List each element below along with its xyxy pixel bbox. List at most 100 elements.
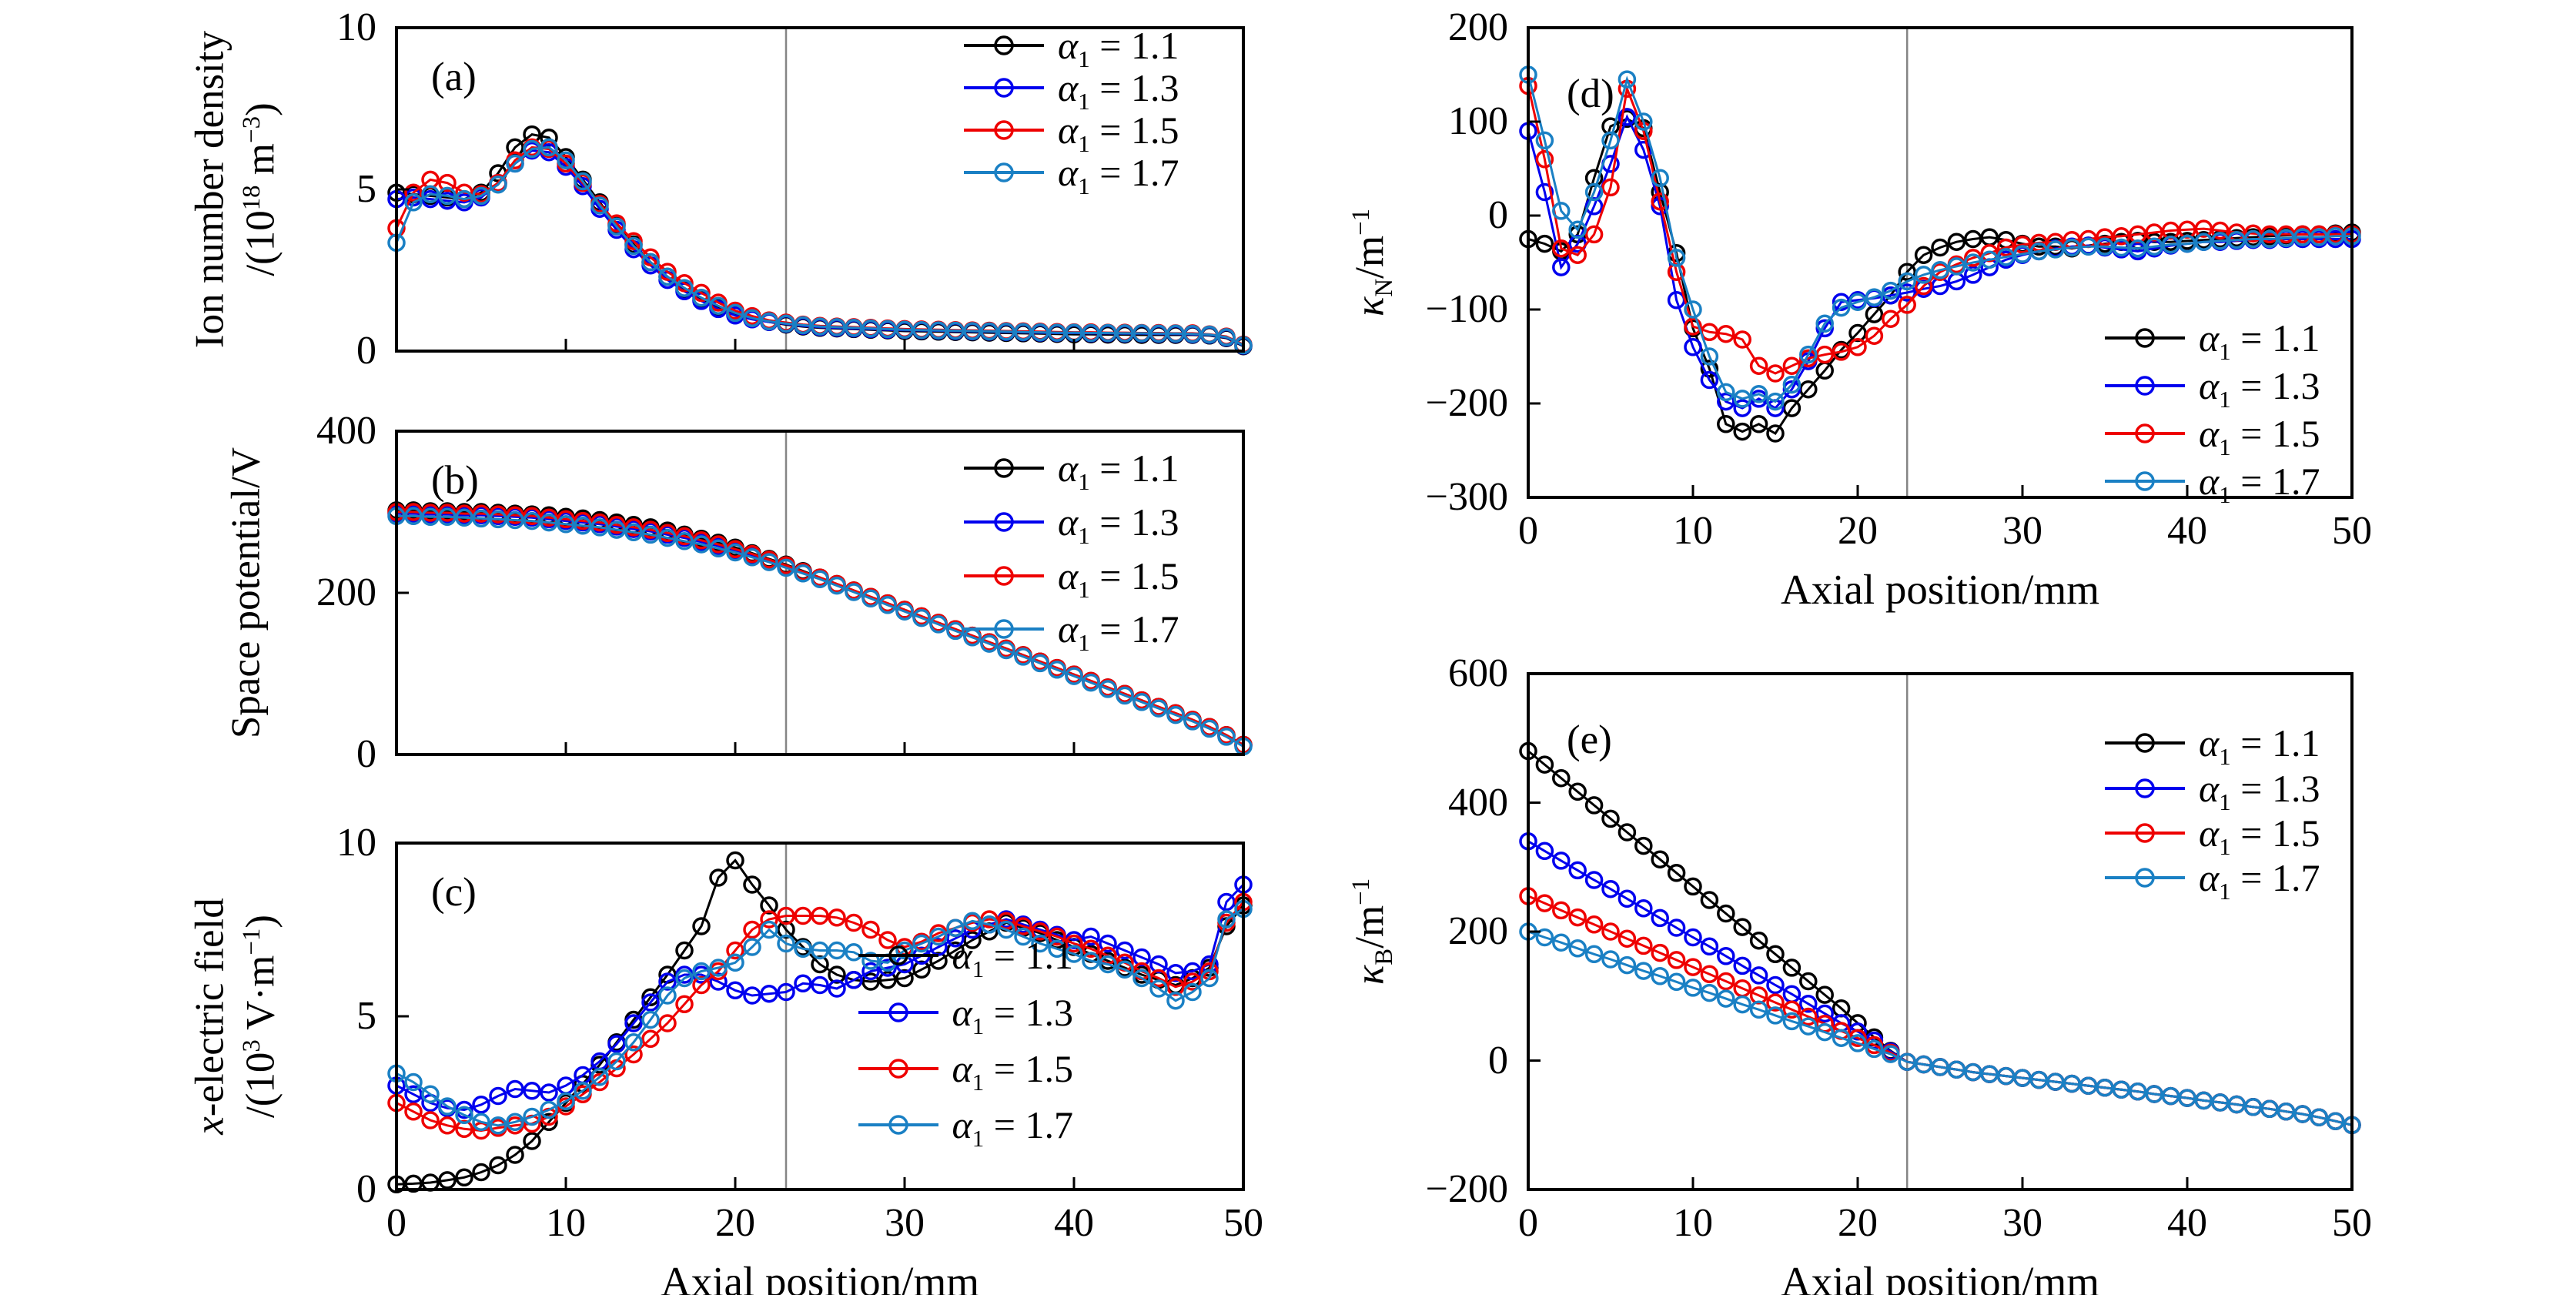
- xtick-label-c: 40: [1054, 1201, 1094, 1245]
- legend-marker-a17: [858, 1115, 938, 1136]
- yaxis-title-c-line1: x-electric field: [187, 898, 233, 1135]
- panel-b-plot: [387, 430, 1253, 756]
- xtick-label-e: 20: [1838, 1201, 1878, 1245]
- panel-tag-a: (a): [431, 55, 477, 99]
- legend-entry-a13-a: α1 = 1.3: [964, 65, 1179, 113]
- legend-label-a15: α1 = 1.5: [952, 1046, 1073, 1096]
- ytick-label-e: 200: [1448, 909, 1508, 953]
- legend-label-a11: α1 = 1.1: [2199, 721, 2320, 771]
- legend-marker-a17: [2105, 868, 2185, 888]
- series-markers-a13-c: [387, 875, 1253, 1119]
- legend-entry-a11-e: α1 = 1.1: [2105, 721, 2320, 771]
- xtick-label-e: 50: [2332, 1201, 2372, 1245]
- legend-marker-a11: [2105, 733, 2185, 754]
- legend-entry-a17-d: α1 = 1.7: [2105, 459, 2320, 507]
- series-markers-a17-e: [1519, 922, 2361, 1135]
- xaxis-title-e: Axial position/mm: [1780, 1258, 2100, 1295]
- legend-entry-a17-c: α1 = 1.7: [858, 1103, 1073, 1153]
- legend-marker-a13: [858, 1002, 938, 1022]
- legend-entry-a17-a: α1 = 1.7: [964, 150, 1179, 200]
- legend-marker-a11: [964, 458, 1044, 479]
- legend-entry-a13-b: α1 = 1.3: [964, 500, 1179, 550]
- legend-entry-a11-c: α1 = 1.1: [858, 933, 1073, 983]
- panel-c-plot: [387, 842, 1253, 1194]
- ytick-label-d: −100: [1425, 287, 1508, 331]
- legend-label-a15: α1 = 1.5: [1058, 109, 1179, 158]
- ytick-label-d: −200: [1425, 381, 1508, 425]
- legend-label-a15: α1 = 1.5: [1058, 554, 1179, 603]
- ytick-label-c: 10: [336, 821, 376, 865]
- panel-tag-c: (c): [431, 870, 477, 915]
- yaxis-title-e-line1: κB/m−1: [1347, 878, 1399, 985]
- series-line-a15-c: [396, 901, 1245, 1133]
- legend-marker-a13: [964, 512, 1044, 532]
- panel-d-frame: [1527, 26, 2354, 499]
- legend-entry-a13-d: α1 = 1.3: [2105, 363, 2320, 411]
- legend-marker-a11: [2105, 327, 2185, 348]
- panel-e-plot: [1519, 672, 2361, 1191]
- series-line-a17-e: [1527, 930, 2353, 1126]
- legend-label-a11: α1 = 1.1: [952, 934, 1073, 983]
- xtick-label-d: 50: [2332, 509, 2372, 553]
- legend-marker-a15: [964, 120, 1044, 140]
- legend-label-a15: α1 = 1.5: [2199, 412, 2320, 461]
- legend-entry-a15-d: α1 = 1.5: [2105, 411, 2320, 461]
- xtick-label-c: 10: [546, 1201, 586, 1245]
- legend-marker-a15: [2105, 423, 2185, 443]
- ytick-label-c: 0: [356, 1167, 376, 1211]
- legend-entry-a15-a: α1 = 1.5: [964, 108, 1179, 158]
- legend-entry-a15-e: α1 = 1.5: [2105, 811, 2320, 861]
- ytick-label-d: 200: [1448, 5, 1508, 49]
- ytick-label-b: 0: [356, 732, 376, 776]
- ytick-label-a: 10: [336, 5, 376, 49]
- legend-marker-a15: [2105, 823, 2185, 843]
- legend-label-a17: α1 = 1.7: [1058, 151, 1179, 200]
- legend-label-a11: α1 = 1.1: [1058, 447, 1179, 496]
- ytick-label-d: −300: [1425, 475, 1508, 519]
- legend-label-a17: α1 = 1.7: [2199, 856, 2320, 905]
- series-line-a15-e: [1527, 895, 2353, 1126]
- panel-c-frame: [395, 842, 1245, 1191]
- yaxis-title-d-line1: κN/m−1: [1347, 208, 1399, 317]
- ytick-label-b: 200: [316, 571, 376, 614]
- ytick-label-e: 0: [1488, 1038, 1508, 1083]
- series-markers-a11-c: [387, 851, 1253, 1194]
- legend-label-a13: α1 = 1.3: [2199, 766, 2320, 815]
- legend-marker-a11: [964, 35, 1044, 55]
- xtick-label-c: 50: [1223, 1201, 1263, 1245]
- ytick-label-a: 5: [356, 167, 376, 211]
- series-markers-a17-a: [387, 138, 1253, 355]
- series-line-a13-c: [396, 883, 1245, 1112]
- panel-tag-b: (b): [431, 458, 479, 503]
- xaxis-title-d: Axial position/mm: [1780, 566, 2100, 613]
- series-line-a17-a: [395, 146, 1244, 346]
- legend-entry-a11-a: α1 = 1.1: [964, 23, 1179, 73]
- ytick-label-d: 100: [1448, 99, 1508, 143]
- legend-marker-a13: [2105, 376, 2185, 396]
- xtick-label-e: 10: [1673, 1201, 1713, 1245]
- xtick-label-e: 0: [1518, 1201, 1538, 1245]
- xtick-label-d: 40: [2167, 509, 2207, 553]
- legend-label-a15: α1 = 1.5: [2199, 811, 2320, 861]
- ytick-label-e: −200: [1425, 1167, 1508, 1211]
- legend-entry-a17-e: α1 = 1.7: [2105, 855, 2320, 905]
- legend-marker-a13: [964, 78, 1044, 98]
- panel-tag-d: (d): [1567, 72, 1614, 116]
- xtick-label-e: 40: [2167, 1201, 2207, 1245]
- legend-marker-a15: [964, 565, 1044, 586]
- panel-tag-e: (e): [1567, 718, 1612, 762]
- yaxis-title-a-line1: Ion number density: [187, 30, 233, 349]
- legend-label-a13: α1 = 1.3: [1058, 500, 1179, 550]
- xtick-label-c: 0: [386, 1201, 406, 1245]
- yaxis-title-c-line2: /(103 V·m−1): [237, 915, 283, 1118]
- yaxis-title-a-line2: /(1018 m−3): [237, 102, 283, 276]
- ytick-label-c: 5: [356, 994, 376, 1038]
- legend-label-a11: α1 = 1.1: [1058, 24, 1179, 73]
- xtick-label-c: 20: [715, 1201, 755, 1245]
- legend-entry-a11-d: α1 = 1.1: [2105, 316, 2320, 363]
- xaxis-title-c: Axial position/mm: [660, 1258, 980, 1295]
- legend-label-a17: α1 = 1.7: [952, 1103, 1073, 1153]
- ytick-label-b: 400: [316, 409, 376, 453]
- legend-label-a17: α1 = 1.7: [1058, 607, 1179, 657]
